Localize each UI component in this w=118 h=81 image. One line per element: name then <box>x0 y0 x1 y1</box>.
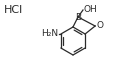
Text: B: B <box>75 12 81 21</box>
Text: OH: OH <box>84 5 98 14</box>
Text: O: O <box>96 21 103 31</box>
Text: HCl: HCl <box>4 5 23 15</box>
Text: H₂N: H₂N <box>41 29 58 38</box>
